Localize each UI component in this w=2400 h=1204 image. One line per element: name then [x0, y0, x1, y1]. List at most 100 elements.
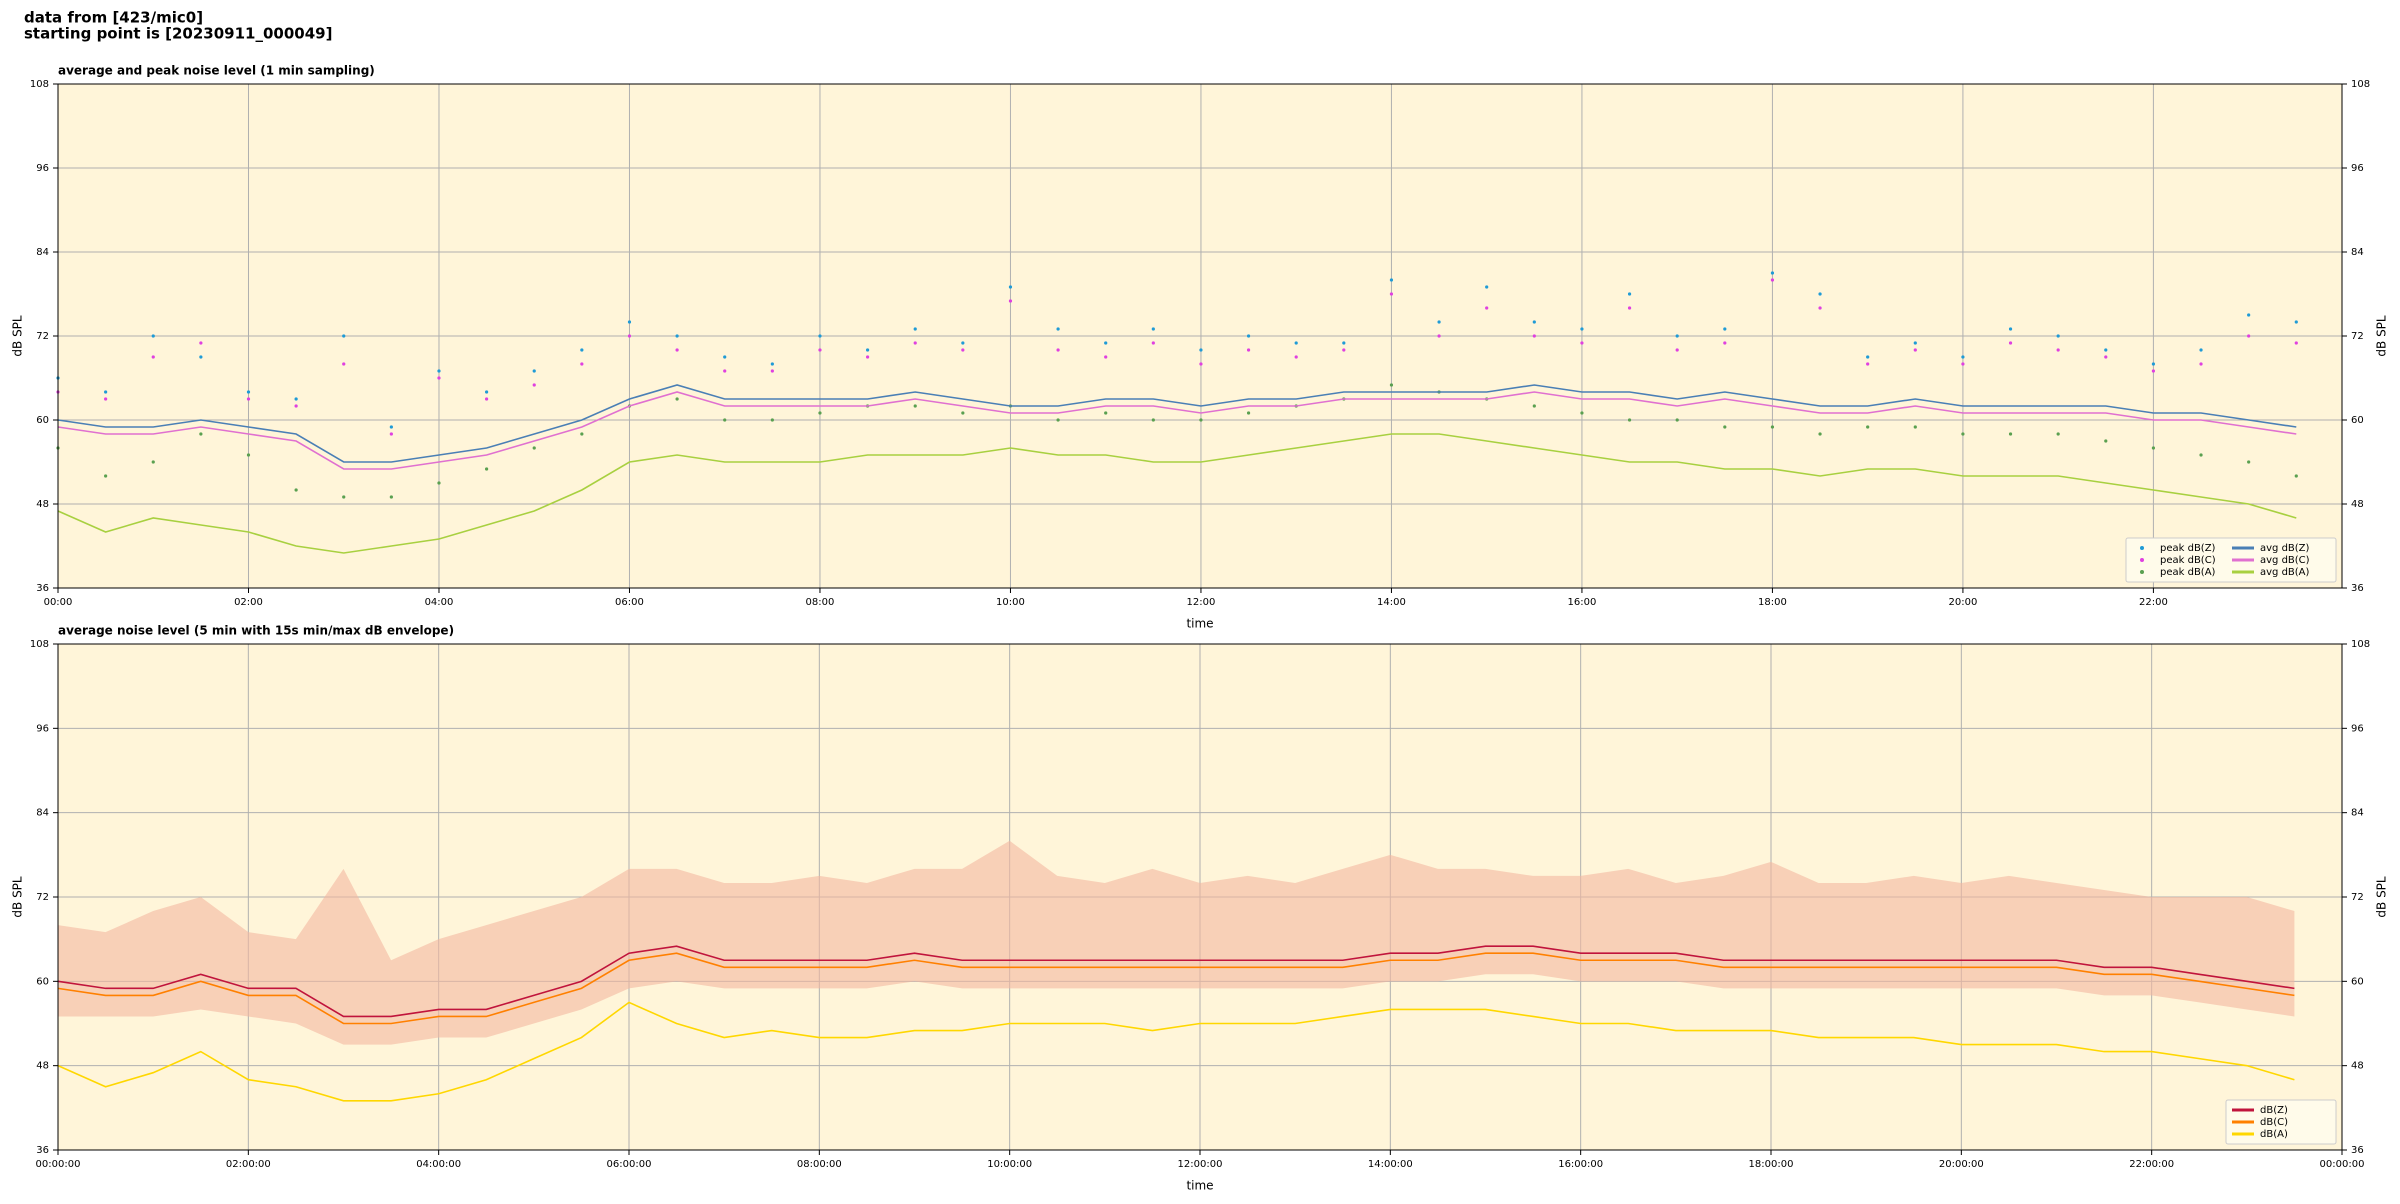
- peak-dot: [2247, 460, 2251, 464]
- y-axis-label: dB SPL: [2375, 876, 2389, 918]
- series-line: [57, 945, 2295, 1018]
- x-tick-label: 00:00:00: [36, 1159, 81, 1170]
- x-tick-label: 20:00:00: [1939, 1159, 1984, 1170]
- y-tick-label: 48: [2351, 499, 2364, 510]
- peak-dot: [913, 341, 917, 345]
- peak-dot: [961, 341, 965, 345]
- x-tick-label: 12:00: [1187, 597, 1216, 608]
- peak-dot: [2247, 313, 2251, 317]
- header-line: data from [423/mic0]: [24, 9, 203, 27]
- peak-dot: [199, 341, 203, 345]
- peak-dot: [246, 453, 251, 457]
- peak-dot: [437, 369, 441, 373]
- peak-dot: [1199, 362, 1203, 366]
- peak-dot: [1818, 306, 1822, 310]
- peak-dot: [1199, 348, 1203, 352]
- peak-dot: [1913, 425, 1917, 429]
- y-axis-label: dB SPL: [11, 315, 25, 357]
- peak-dot: [675, 348, 679, 352]
- peak-dot: [2151, 446, 2156, 450]
- peak-dot: [1723, 425, 1727, 429]
- peak-dot: [1008, 299, 1013, 303]
- y-tick-label: 84: [36, 808, 49, 819]
- peak-dot: [1008, 285, 1013, 289]
- y-tick-label: 96: [36, 723, 49, 734]
- peak-dot: [2151, 362, 2156, 366]
- peak-dot: [532, 369, 536, 373]
- peak-dot: [342, 362, 346, 366]
- peak-dot: [2104, 348, 2108, 352]
- peak-dot: [342, 495, 346, 499]
- peak-dot: [1866, 362, 1870, 366]
- peak-dot: [1818, 432, 1822, 436]
- peak-dot: [1627, 306, 1632, 310]
- y-tick-label: 36: [36, 583, 49, 594]
- x-tick-label: 04:00:00: [416, 1159, 461, 1170]
- y-tick-label: 72: [36, 331, 49, 342]
- series-line: [57, 952, 2295, 1025]
- x-axis-label: time: [1186, 1179, 1213, 1193]
- y-tick-label: 72: [2351, 892, 2364, 903]
- envelope: [58, 840, 2295, 1045]
- y-tick-label: 60: [2351, 415, 2364, 426]
- series-line: [57, 391, 2297, 470]
- peak-dot: [1104, 355, 1108, 359]
- peak-dot: [818, 411, 822, 415]
- peak-dot: [1342, 341, 1346, 345]
- chart-title: average and peak noise level (1 min samp…: [58, 64, 375, 78]
- y-axis-label: dB SPL: [11, 876, 25, 918]
- x-tick-label: 16:00:00: [1558, 1159, 1603, 1170]
- peak-dot: [1485, 306, 1489, 310]
- peak-dot: [1199, 418, 1203, 422]
- peak-dot: [1151, 418, 1155, 422]
- peak-dot: [151, 334, 155, 338]
- legend: dB(Z)dB(C)dB(A): [2225, 1099, 2337, 1145]
- peak-dot: [1437, 320, 1441, 324]
- peak-dot: [532, 383, 536, 387]
- peak-dot: [485, 467, 489, 471]
- peak-dot: [389, 432, 393, 436]
- peak-dot: [437, 481, 441, 485]
- peak-dot: [2294, 474, 2298, 478]
- y-tick-label: 48: [2351, 1061, 2364, 1072]
- y-tick-label: 48: [36, 1061, 49, 1072]
- legend-label: peak dB(C): [2160, 555, 2216, 566]
- peak-dot: [627, 320, 632, 324]
- peak-dot: [2199, 453, 2203, 457]
- y-tick-label: 96: [2351, 163, 2364, 174]
- x-tick-label: 12:00:00: [1178, 1159, 1223, 1170]
- peak-dot: [2008, 327, 2013, 331]
- legend-label: avg dB(Z): [2260, 543, 2310, 554]
- peak-dot: [1437, 334, 1441, 338]
- x-tick-label: 00:00: [44, 597, 73, 608]
- y-tick-label: 108: [30, 639, 49, 650]
- peak-dot: [1770, 271, 1775, 275]
- x-tick-label: 20:00: [1949, 597, 1978, 608]
- x-axis-label: time: [1186, 617, 1213, 631]
- peak-dot: [1818, 292, 1822, 296]
- peak-dot: [770, 418, 774, 422]
- peak-dot: [389, 495, 393, 499]
- peak-dot: [723, 355, 727, 359]
- chart-title: average noise level (5 min with 15s min/…: [58, 624, 454, 638]
- peak-dot: [2008, 432, 2013, 436]
- peak-dot: [1151, 327, 1155, 331]
- x-tick-label: 00:00:00: [2320, 1159, 2365, 1170]
- peak-dot: [1389, 383, 1394, 387]
- peak-dot: [1246, 411, 1251, 415]
- y-axis-label: dB SPL: [2375, 315, 2389, 357]
- peak-dot: [865, 348, 870, 352]
- peak-dot: [1580, 341, 1584, 345]
- peak-dot: [1675, 348, 1679, 352]
- peak-dot: [770, 369, 774, 373]
- peak-dot: [1913, 348, 1917, 352]
- x-tick-label: 22:00:00: [2129, 1159, 2174, 1170]
- peak-dot: [1151, 341, 1155, 345]
- y-tick-label: 96: [2351, 723, 2364, 734]
- peak-dot: [1675, 334, 1679, 338]
- peak-dot: [1104, 341, 1108, 345]
- peak-dot: [2056, 348, 2060, 352]
- x-tick-label: 02:00:00: [226, 1159, 271, 1170]
